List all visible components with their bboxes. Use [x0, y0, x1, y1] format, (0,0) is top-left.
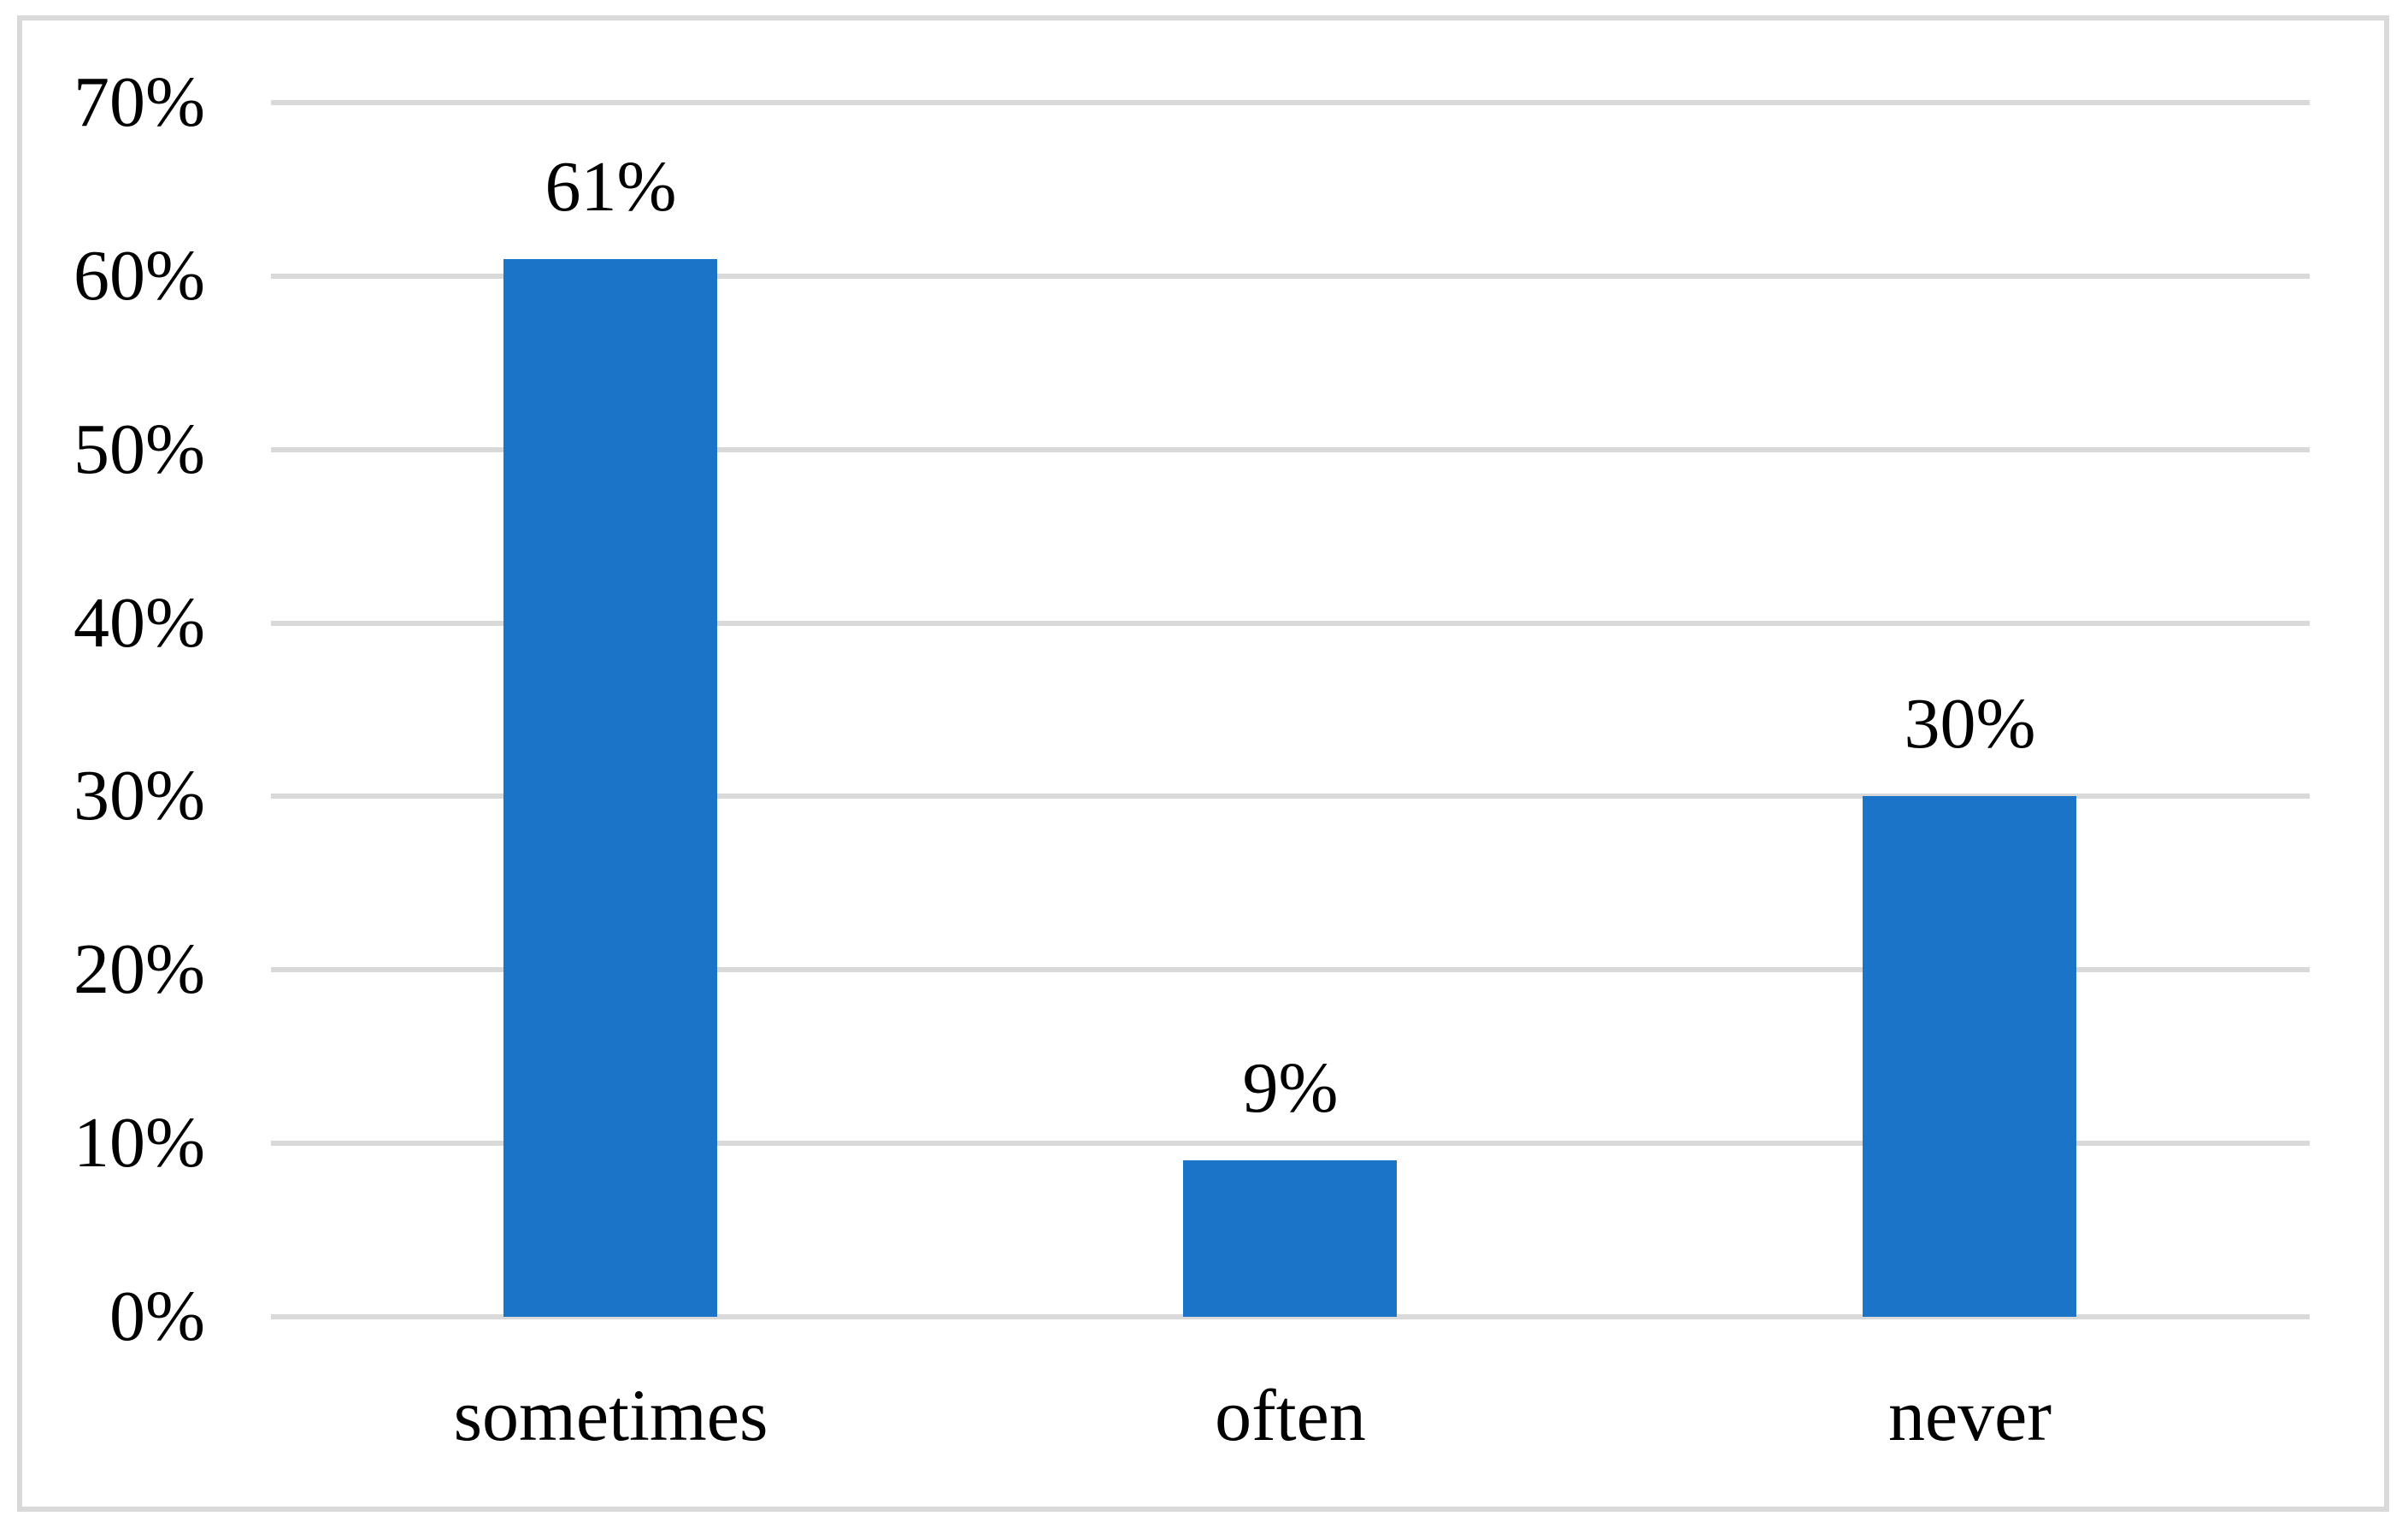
category-label-never: never	[1888, 1374, 2052, 1456]
y-axis-tick-label: 30%	[74, 756, 205, 836]
x-axis-category-labels: sometimes often never	[271, 1330, 2310, 1501]
y-axis: 70% 60% 50% 40% 30% 20% 10% 0%	[34, 67, 205, 1353]
y-axis-tick-label: 70%	[74, 62, 205, 142]
gridline	[271, 446, 2310, 452]
y-axis-tick-label: 60%	[74, 235, 205, 316]
gridline	[271, 1141, 2310, 1147]
gridline	[271, 273, 2310, 279]
y-axis-tick-label: 10%	[74, 1103, 205, 1183]
data-label: 30%	[1904, 684, 2036, 764]
bar-often	[1183, 1160, 1398, 1317]
x-axis-line	[271, 1314, 2310, 1319]
gridline	[271, 967, 2310, 973]
category-label-often: often	[1215, 1374, 1366, 1456]
bar-group-often: 9%	[951, 103, 1630, 1317]
y-axis-tick-label: 50%	[74, 409, 205, 489]
data-label: 61%	[545, 146, 677, 227]
plot-area: 61% 9% 30%	[271, 100, 2310, 1319]
gridline	[271, 620, 2310, 626]
data-label: 9%	[1242, 1048, 1339, 1129]
y-axis-tick-label: 20%	[74, 929, 205, 1010]
bar-never	[1863, 796, 2077, 1317]
bar-group-never: 30%	[1630, 103, 2310, 1317]
bar-sometimes	[503, 258, 718, 1317]
y-axis-tick-label: 40%	[74, 582, 205, 663]
bar-group-sometimes: 61%	[271, 103, 951, 1317]
gridline	[271, 100, 2310, 105]
gridline	[271, 793, 2310, 799]
category-label-sometimes: sometimes	[453, 1374, 768, 1456]
y-axis-tick-label: 0%	[109, 1277, 205, 1356]
